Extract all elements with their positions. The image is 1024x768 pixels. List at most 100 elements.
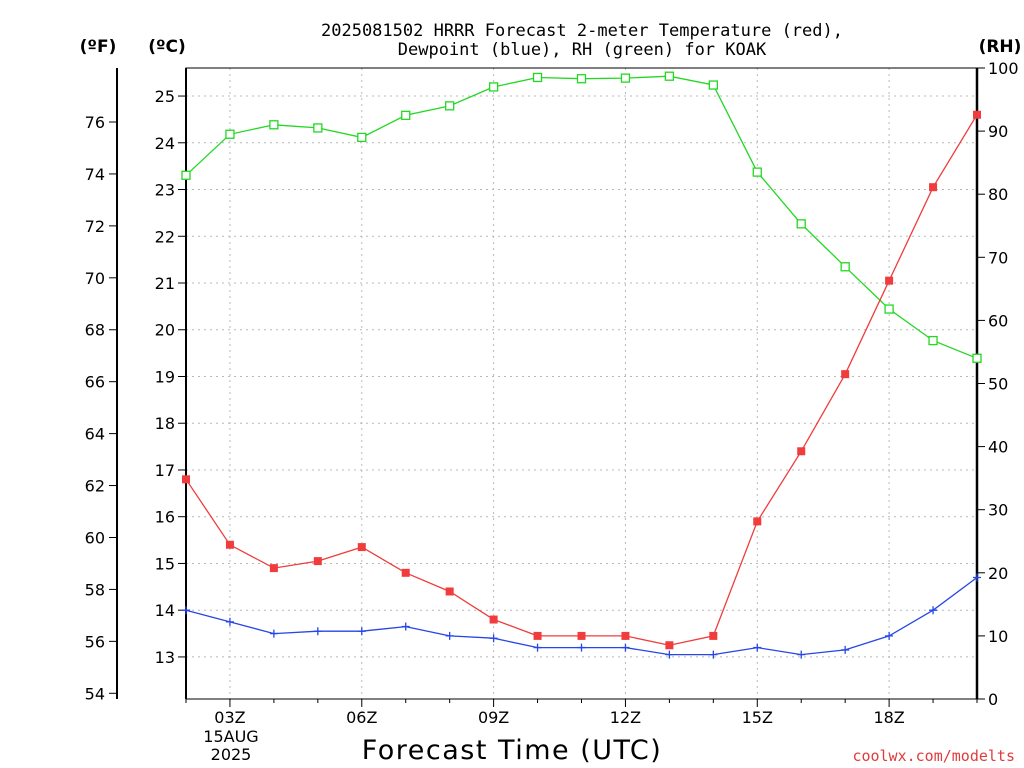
fahrenheit-tick-label: 72 bbox=[85, 217, 105, 236]
rh-point bbox=[401, 110, 411, 120]
rh-point bbox=[225, 129, 235, 139]
dewpoint-point bbox=[357, 627, 366, 636]
temperature-point bbox=[445, 587, 454, 596]
rh-tick-label: 90 bbox=[988, 122, 1008, 141]
rh-point bbox=[269, 120, 279, 130]
rh-point bbox=[708, 80, 718, 90]
temperature-point bbox=[841, 370, 850, 379]
rh-tick-label: 10 bbox=[988, 627, 1008, 646]
dewpoint-point bbox=[313, 627, 322, 636]
temperature-point bbox=[929, 183, 938, 192]
celsius-tick-label: 18 bbox=[155, 414, 175, 433]
temperature-point bbox=[885, 276, 894, 285]
rh-point bbox=[181, 170, 191, 180]
rh-point bbox=[840, 262, 850, 272]
fahrenheit-tick-label: 66 bbox=[85, 373, 105, 392]
fahrenheit-tick-label: 70 bbox=[85, 269, 105, 288]
x-tick-label: 06Z bbox=[346, 708, 377, 727]
x-tick-label: 03Z bbox=[214, 708, 245, 727]
fahrenheit-unit-label: (ºF) bbox=[80, 37, 117, 57]
temperature-line bbox=[185, 114, 978, 646]
rh-point bbox=[972, 353, 982, 363]
fahrenheit-tick-label: 62 bbox=[85, 477, 105, 496]
x-tick-label: 18Z bbox=[873, 708, 904, 727]
temperature-point bbox=[753, 517, 762, 526]
rh-tick-label: 100 bbox=[988, 59, 1019, 78]
fahrenheit-tick-label: 58 bbox=[85, 580, 105, 599]
rh-point bbox=[664, 71, 675, 81]
dewpoint-series bbox=[182, 573, 981, 659]
fahrenheit-tick-label: 54 bbox=[85, 684, 105, 703]
dewpoint-point bbox=[489, 634, 498, 643]
x-tick-label: 15Z bbox=[742, 708, 773, 727]
temperature-point bbox=[182, 475, 190, 484]
rh-point bbox=[928, 335, 938, 346]
celsius-tick-label: 16 bbox=[155, 508, 175, 527]
celsius-tick-label: 25 bbox=[155, 87, 175, 106]
dewpoint-point bbox=[841, 645, 850, 654]
rh-point bbox=[488, 82, 499, 92]
celsius-tick-label: 21 bbox=[155, 274, 175, 293]
rh-line bbox=[185, 75, 978, 359]
temperature-point bbox=[797, 447, 806, 456]
temperature-point bbox=[973, 110, 981, 119]
dewpoint-point bbox=[973, 573, 981, 582]
fahrenheit-tick-label: 64 bbox=[85, 425, 105, 444]
rh-point bbox=[445, 101, 455, 111]
axes: 13 14 15 16 17 18 19 20 21 22 23 24 25 54 56 58 60 62 64 66… bbox=[85, 59, 1019, 727]
celsius-tick-label: 17 bbox=[155, 461, 175, 480]
dewpoint-point bbox=[621, 643, 630, 652]
dewpoint-point bbox=[753, 643, 762, 652]
temperature-series bbox=[182, 110, 981, 650]
temperature-point bbox=[533, 631, 542, 640]
dewpoint-point bbox=[533, 643, 542, 652]
rh-point bbox=[357, 132, 367, 143]
dewpoint-point bbox=[709, 650, 718, 659]
x-tick-label: 09Z bbox=[478, 708, 509, 727]
dewpoint-point bbox=[445, 631, 454, 640]
dewpoint-point bbox=[269, 629, 278, 638]
celsius-unit-label: (ºC) bbox=[148, 37, 186, 57]
dewpoint-point bbox=[401, 622, 410, 631]
dewpoint-point bbox=[182, 606, 190, 615]
celsius-tick-label: 23 bbox=[155, 181, 175, 200]
rh-tick-label: 80 bbox=[988, 185, 1008, 204]
temperature-point bbox=[269, 564, 278, 573]
rh-point bbox=[620, 73, 631, 83]
celsius-tick-label: 14 bbox=[155, 601, 175, 620]
celsius-tick-label: 13 bbox=[155, 648, 175, 667]
celsius-tick-label: 24 bbox=[155, 134, 175, 153]
temperature-point bbox=[357, 543, 366, 552]
temperature-point bbox=[313, 557, 322, 566]
rh-tick-label: 70 bbox=[988, 248, 1008, 267]
rh-series bbox=[181, 71, 982, 363]
fahrenheit-tick-label: 76 bbox=[85, 113, 105, 132]
date-label-day: 15AUG bbox=[203, 727, 258, 746]
celsius-tick-label: 20 bbox=[155, 321, 175, 340]
celsius-tick-label: 19 bbox=[155, 367, 175, 386]
x-tick-label: 12Z bbox=[610, 708, 641, 727]
rh-point bbox=[884, 304, 894, 314]
rh-tick-label: 0 bbox=[988, 690, 998, 709]
dewpoint-point bbox=[577, 643, 586, 652]
temperature-point bbox=[489, 615, 498, 624]
fahrenheit-tick-label: 60 bbox=[85, 528, 105, 547]
rh-tick-label: 30 bbox=[988, 501, 1008, 520]
dewpoint-point bbox=[885, 631, 894, 640]
plot-frame bbox=[185, 67, 978, 700]
date-label-year: 2025 bbox=[211, 745, 252, 764]
dewpoint-point bbox=[797, 650, 806, 659]
temperature-point bbox=[577, 631, 586, 640]
grid-lines bbox=[186, 68, 977, 699]
temperature-point bbox=[709, 631, 718, 640]
chart-title-line1: 2025081502 HRRR Forecast 2-meter Tempera… bbox=[321, 21, 843, 41]
rh-point bbox=[313, 123, 323, 133]
temperature-point bbox=[621, 631, 630, 640]
fahrenheit-tick-label: 74 bbox=[85, 165, 105, 184]
watermark: coolwx.com/modelts bbox=[852, 747, 1015, 765]
rh-tick-label: 20 bbox=[988, 564, 1008, 583]
temperature-point bbox=[401, 568, 410, 577]
rh-unit-label: (RH) bbox=[979, 37, 1022, 57]
rh-tick-label: 40 bbox=[988, 438, 1008, 457]
